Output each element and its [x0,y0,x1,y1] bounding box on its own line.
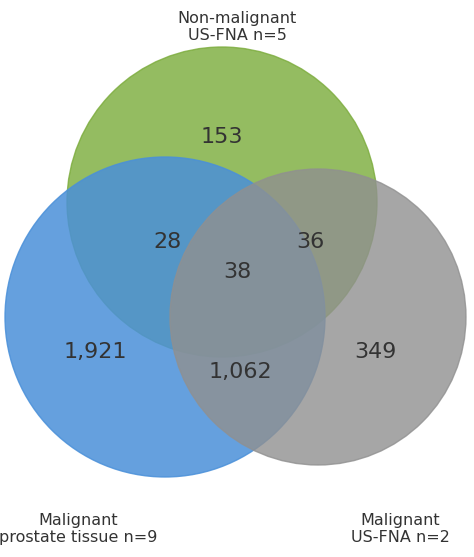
Text: Malignant
US-FNA n=2: Malignant US-FNA n=2 [351,513,449,545]
Text: 28: 28 [154,232,182,252]
Text: 349: 349 [354,342,396,362]
Text: 153: 153 [201,127,243,147]
Circle shape [170,169,466,465]
Text: Non-malignant
US-FNA n=5: Non-malignant US-FNA n=5 [177,11,297,43]
Circle shape [5,157,325,477]
Text: 36: 36 [296,232,324,252]
Text: Malignant
prostate tissue n=9: Malignant prostate tissue n=9 [0,513,157,545]
Text: 38: 38 [223,262,251,282]
Text: 1,062: 1,062 [208,362,272,382]
Circle shape [67,47,377,357]
Text: 1,921: 1,921 [63,342,127,362]
